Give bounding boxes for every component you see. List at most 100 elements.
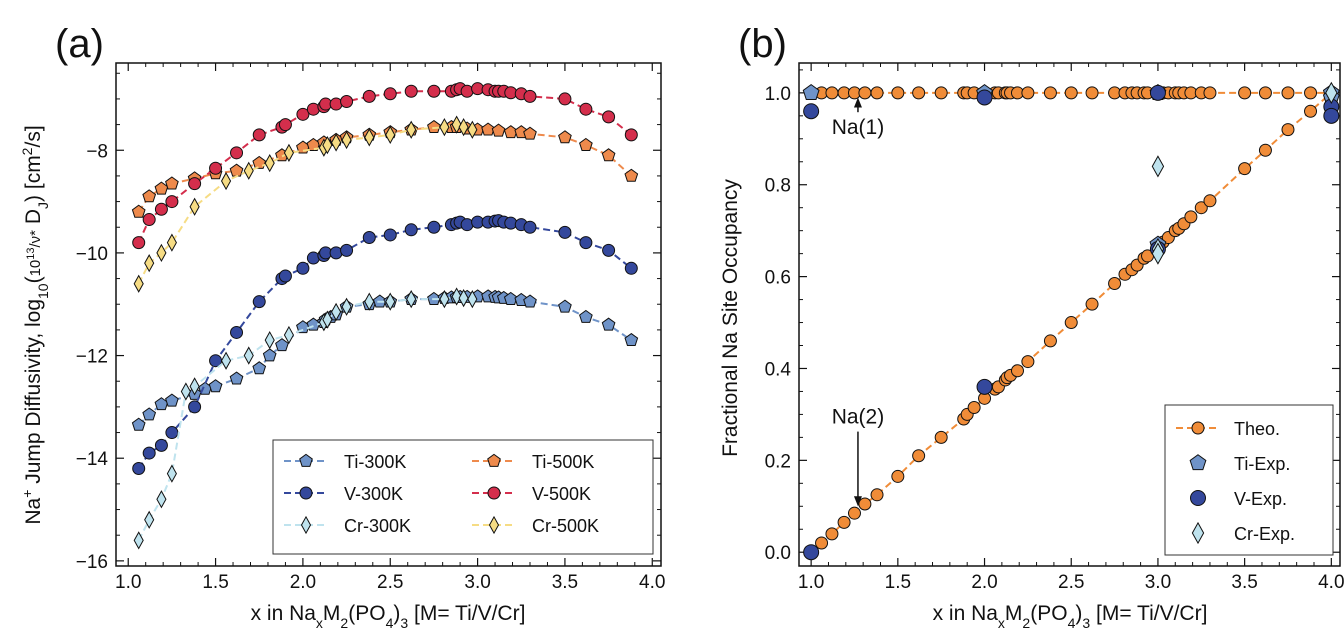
a-series-0-point bbox=[252, 361, 267, 375]
b-annotation-0: Na(1) bbox=[832, 116, 885, 139]
b-ytick-label: 1.0 bbox=[765, 84, 791, 105]
a-series-1-point bbox=[132, 461, 146, 475]
a-series-line-2 bbox=[137, 295, 473, 541]
a-series-2-point bbox=[166, 464, 177, 483]
a-series-3-point bbox=[165, 176, 179, 190]
a-series-4-point bbox=[558, 92, 572, 106]
panel-a-ylabel: Na+ Jump Diffusivity, log10(1013/ν* DJ) … bbox=[19, 125, 51, 524]
b-series-3-point bbox=[803, 544, 820, 561]
b-ytick-label: 0.4 bbox=[765, 359, 792, 380]
a-series-1-point bbox=[558, 225, 572, 239]
b-legend-label-1: Ti-Exp. bbox=[1234, 454, 1290, 474]
b-xtick-label: 1.0 bbox=[798, 572, 824, 593]
a-series-4-point bbox=[404, 84, 418, 98]
a-series-0-point bbox=[262, 348, 277, 362]
panel-b-legend: Theo. Ti-Exp. V-Exp. Cr-Exp. bbox=[1164, 404, 1334, 556]
b-series-0-point bbox=[934, 430, 948, 444]
a-series-1-point bbox=[230, 325, 244, 339]
a-series-3-point bbox=[624, 168, 639, 182]
a-ytick-label: −8 bbox=[86, 141, 108, 162]
a-series-1-point bbox=[154, 438, 168, 452]
b-series-0-point bbox=[891, 469, 905, 483]
a-series-2-point bbox=[243, 346, 254, 365]
b-xtick-label: 4.0 bbox=[1318, 572, 1344, 593]
a-series-4-point bbox=[427, 84, 441, 98]
a-series-2-point bbox=[467, 289, 478, 309]
panel-a-plot: 1.0 1.5 2.0 2.5 3.0 3.5 4.0 −16 −14 −12 −10 −8 bbox=[76, 62, 665, 593]
b-series-3-point bbox=[1149, 84, 1166, 101]
a-series-1-point bbox=[404, 223, 418, 237]
a-series-4-point bbox=[383, 87, 397, 101]
b-ytick-label: 0.6 bbox=[765, 268, 791, 289]
b-series-1-point bbox=[1281, 86, 1295, 100]
a-series-3-point bbox=[558, 130, 572, 144]
a-series-1-point bbox=[252, 295, 266, 309]
b-series-0-point bbox=[967, 401, 981, 415]
a-series-2-point bbox=[144, 510, 155, 529]
a-ytick-label: −10 bbox=[76, 244, 108, 265]
b-series-0-point bbox=[1010, 364, 1024, 378]
b-series-0-point bbox=[815, 536, 829, 550]
a-legend-marker-1 bbox=[299, 486, 313, 500]
a-series-4-point bbox=[523, 89, 537, 103]
a-legend-label-3: Ti-500K bbox=[532, 452, 594, 472]
panel-b-ylabel: Fractional Na Site Occupancy bbox=[719, 179, 742, 457]
a-series-3-point bbox=[601, 148, 616, 162]
b-series-0-point bbox=[1108, 276, 1122, 290]
panel-a-label: (a) bbox=[55, 22, 104, 66]
a-series-1-point bbox=[383, 228, 397, 242]
b-series-0-point bbox=[1238, 162, 1252, 176]
b-series-line-0 bbox=[810, 92, 1332, 553]
a-series-line-0 bbox=[137, 295, 632, 426]
a-xtick-label: 4.0 bbox=[639, 572, 665, 593]
a-series-2-point bbox=[331, 302, 342, 322]
a-xtick-label: 2.0 bbox=[290, 572, 316, 593]
b-series-1-point bbox=[870, 86, 884, 100]
a-xtick-label: 1.0 bbox=[115, 572, 141, 593]
a-series-3-point bbox=[523, 126, 537, 140]
b-series-0-point bbox=[912, 449, 926, 463]
a-series-1-point bbox=[278, 269, 292, 283]
a-series-3-point bbox=[481, 122, 495, 136]
b-ytick-label: 0.2 bbox=[765, 451, 791, 472]
b-series-0-point bbox=[870, 488, 884, 502]
a-series-5-point bbox=[283, 143, 295, 162]
b-series-1-point bbox=[891, 86, 905, 100]
a-series-4-point bbox=[579, 102, 593, 116]
a-series-2-point bbox=[133, 531, 144, 550]
b-series-4-point bbox=[1151, 242, 1165, 265]
b-series-0-point bbox=[1043, 334, 1057, 348]
a-series-5-point bbox=[458, 118, 469, 137]
a-series-1-point bbox=[579, 236, 593, 250]
b-legend-marker-3 bbox=[1191, 521, 1205, 545]
a-series-1-point bbox=[624, 261, 638, 275]
a-series-4-point bbox=[624, 128, 638, 142]
a-series-2-point bbox=[341, 297, 352, 316]
b-series-0-point bbox=[1021, 355, 1035, 369]
a-series-0-point bbox=[601, 317, 616, 331]
a-series-5-point bbox=[322, 135, 333, 155]
b-annotation-1: Na(2) bbox=[832, 406, 885, 429]
a-series-5-point bbox=[144, 254, 155, 273]
a-series-4-point bbox=[230, 146, 244, 160]
a-series-5-point bbox=[264, 153, 275, 173]
b-series-0-point bbox=[858, 497, 872, 511]
a-series-4-point bbox=[188, 177, 202, 191]
panel-a-xlabel: x in NaxM2(PO4)3 [M= Ti/V/Cr] bbox=[251, 602, 526, 629]
a-legend-marker-3 bbox=[487, 453, 501, 467]
a-series-1-point bbox=[523, 220, 537, 234]
a-series-2-point bbox=[439, 289, 450, 309]
b-series-1-point bbox=[858, 86, 872, 100]
panel-a: (a) 1.0 1.5 2.0 2.5 3.0 3.5 4.0−16−14−12−10−8 … bbox=[19, 22, 665, 629]
a-xtick-label: 3.0 bbox=[464, 572, 490, 593]
panel-b: (b) 1.0 1.5 2.0 2.5 3.0 3.5 4.0 0.0 0.2 0.4 0.6 0.8… bbox=[719, 22, 1344, 629]
a-series-3-point bbox=[579, 137, 593, 151]
a-legend-label-2: Cr-300K bbox=[344, 516, 411, 536]
a-series-3-point bbox=[229, 163, 244, 177]
a-series-4-point bbox=[165, 195, 179, 209]
a-series-5-point bbox=[156, 243, 167, 263]
panel-b-xlabel: x in NaxM2(PO4)3 [M= Ti/V/Cr] bbox=[933, 602, 1208, 629]
a-series-0-point bbox=[142, 407, 157, 421]
a-legend-label-1: V-300K bbox=[344, 484, 403, 504]
b-xtick-label: 2.0 bbox=[971, 572, 997, 593]
